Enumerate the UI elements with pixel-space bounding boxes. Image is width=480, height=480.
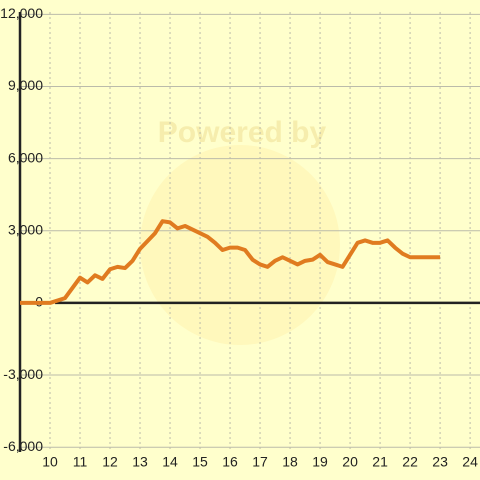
watermark-logo [140,145,340,345]
y-tick-label: -6,000 [3,438,43,454]
y-tick-label: 6,000 [8,149,43,165]
y-tick-label: 12,000 [0,5,43,21]
x-tick-label: 24 [462,454,478,470]
data-line [20,219,441,305]
x-tick-label: 16 [222,454,238,470]
y-tick-label: -3,000 [3,366,43,382]
x-tick-label: 17 [252,454,268,470]
y-tick-label: 3,000 [8,222,43,238]
x-tick-label: 21 [372,454,388,470]
x-tick-label: 10 [42,454,58,470]
watermark: Powered by [158,116,327,149]
x-tick-label: 12 [102,454,118,470]
x-tick-label: 19 [312,454,328,470]
x-tick-label: 22 [402,454,418,470]
x-tick-label: 11 [73,454,88,470]
x-tick-label: 13 [132,454,148,470]
y-tick-label: 9,000 [8,77,43,93]
x-tick-label: 15 [192,454,208,470]
x-tick-label: 23 [432,454,448,470]
x-tick-label: 14 [162,454,178,470]
x-tick-label: 18 [282,454,298,470]
x-tick-label: 20 [342,454,358,470]
